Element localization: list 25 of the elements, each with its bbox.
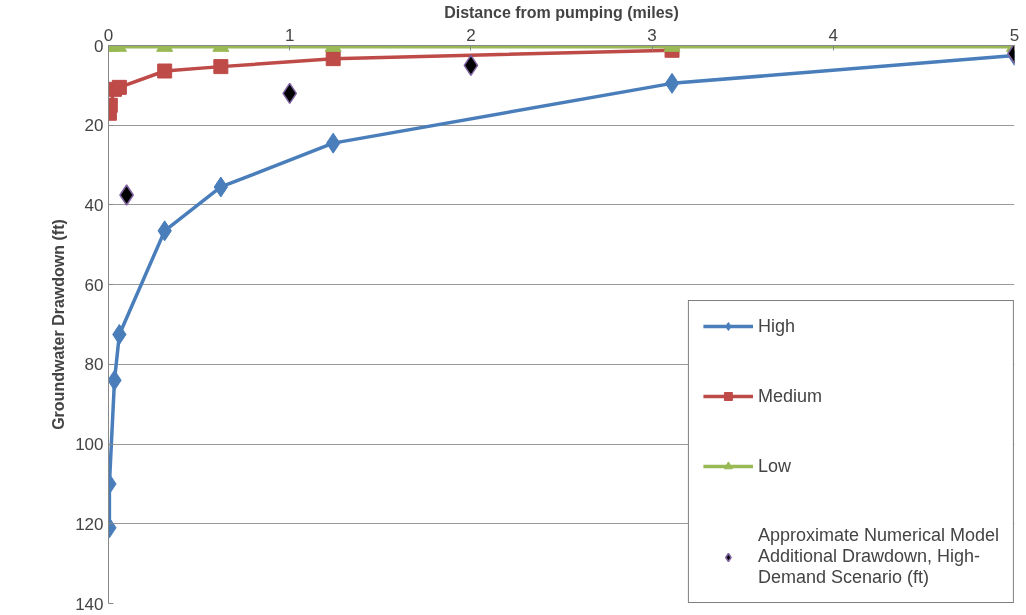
x-tick-label: 4	[828, 25, 839, 45]
x-axis-title: Distance from pumping (miles)	[444, 3, 679, 21]
legend-label: Low	[757, 455, 791, 477]
point	[111, 79, 127, 95]
x-tick-label: 1	[284, 25, 295, 45]
y-tick-label: 20	[84, 116, 104, 136]
point	[325, 51, 341, 67]
legend-label: High	[757, 315, 795, 337]
x-tick-label: 5	[1009, 25, 1020, 45]
y-axis-title: Groundwater Drawdown (ft)	[50, 219, 68, 430]
y-tick-label: 40	[84, 195, 104, 215]
y-tick-label: 140	[75, 594, 104, 614]
legend-label: Medium	[757, 385, 822, 407]
point	[157, 63, 173, 79]
legend-label: Approximate Numerical Model Additional Drawdown, High-Demand Scenario (ft)	[757, 525, 999, 588]
point	[213, 59, 229, 75]
x-tick-label: 2	[466, 25, 476, 45]
point	[213, 176, 229, 198]
point	[664, 72, 680, 94]
y-tick-label: 120	[75, 514, 104, 534]
point	[119, 184, 135, 206]
x-tick-label: 3	[647, 25, 657, 45]
y-tick-label: 80	[84, 355, 104, 375]
y-tick-label: 100	[75, 435, 104, 455]
y-tick-label: 60	[84, 275, 104, 295]
